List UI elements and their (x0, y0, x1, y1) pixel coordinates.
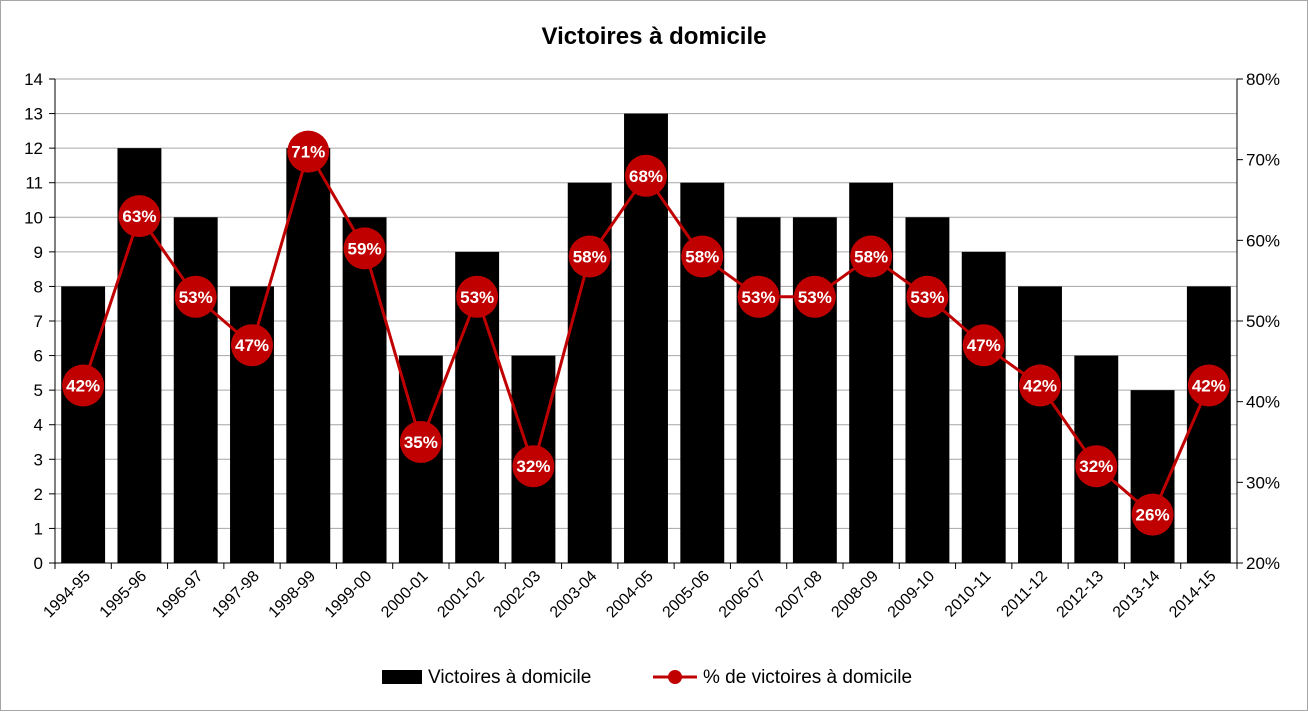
percent-data-label: 42% (66, 377, 100, 396)
y-left-tick-label: 7 (34, 312, 43, 331)
percent-data-label: 42% (1192, 377, 1226, 396)
y-left-tick-label: 5 (34, 381, 43, 400)
legend: Victoires à domicile % de victoires à do… (382, 667, 912, 688)
percent-marker (681, 235, 724, 278)
y-left-tick-label: 9 (34, 243, 43, 262)
percent-marker (174, 275, 217, 318)
percent-data-label: 63% (122, 207, 156, 226)
percent-data-label: 53% (179, 288, 213, 307)
legend-label-line: % de victoires à domicile (703, 667, 912, 688)
percent-marker (850, 235, 893, 278)
bar (1186, 286, 1231, 563)
y-left-tick-label: 14 (24, 70, 43, 89)
percent-data-label: 47% (235, 336, 269, 355)
chart-title: Victoires à domicile (542, 23, 767, 50)
y-left-tick-label: 4 (34, 416, 43, 435)
percent-marker (1019, 364, 1061, 407)
percent-marker (906, 275, 949, 318)
percent-data-label: 58% (854, 247, 888, 266)
bar (173, 217, 218, 564)
percent-data-label: 35% (404, 433, 438, 452)
legend-swatch-marker (668, 670, 682, 684)
bar (61, 286, 106, 563)
percent-data-label: 59% (348, 239, 382, 258)
percent-data-label: 26% (1136, 506, 1170, 525)
legend-swatch-bars (382, 670, 422, 684)
y-right-tick-label: 20% (1246, 554, 1280, 573)
bar (736, 217, 781, 564)
y-left-tick-label: 11 (25, 174, 43, 193)
percent-marker (737, 275, 780, 318)
percent-marker (399, 421, 442, 463)
percent-marker (118, 195, 161, 238)
y-left-tick-label: 10 (24, 208, 43, 227)
percent-marker (625, 154, 667, 197)
y-left-tick-label: 6 (34, 347, 43, 366)
percent-marker (62, 364, 105, 407)
y-right-tick-label: 40% (1246, 393, 1280, 412)
percent-data-label: 53% (742, 288, 776, 307)
percent-marker (512, 445, 555, 488)
legend-label-bars: Victoires à domicile (428, 667, 591, 688)
y-right-tick-label: 50% (1246, 312, 1280, 331)
percent-data-label: 58% (573, 247, 607, 266)
bar (1018, 286, 1062, 563)
percent-marker (1131, 493, 1174, 536)
bar (961, 251, 1006, 563)
percent-data-label: 58% (685, 247, 719, 266)
percent-marker (231, 324, 273, 367)
percent-marker (1187, 364, 1230, 407)
percent-data-label: 42% (1023, 377, 1057, 396)
percent-marker (568, 235, 611, 278)
y-left-tick-label: 13 (24, 105, 43, 124)
bar (286, 148, 331, 563)
percent-data-label: 32% (516, 457, 550, 476)
percent-line: 42% 63% 53% 47% 71% 59% 35% 53% 32% 58% 68% 58% 53% 5… (62, 130, 1230, 536)
y-right-tick-label: 70% (1246, 151, 1280, 170)
y-left-tick-label: 8 (34, 277, 43, 296)
y-left-tick-label: 1 (34, 519, 43, 538)
y-left-tick-label: 0 (34, 554, 43, 573)
y-left-tick-label: 2 (34, 485, 43, 504)
percent-marker (793, 275, 836, 318)
percent-marker (287, 130, 330, 173)
y-left-tick-label: 3 (34, 450, 43, 469)
percent-data-label: 47% (967, 336, 1001, 355)
bar (792, 217, 837, 564)
percent-marker (343, 227, 386, 270)
percent-marker (456, 275, 499, 318)
bar (905, 217, 950, 564)
bar (342, 217, 387, 564)
percent-marker (1075, 445, 1118, 488)
percent-marker (962, 324, 1005, 367)
percent-data-label: 53% (460, 288, 494, 307)
percent-data-label: 53% (910, 288, 944, 307)
percent-data-label: 71% (291, 143, 325, 162)
percent-data-label: 68% (629, 167, 663, 186)
y-right-tick-label: 30% (1246, 473, 1280, 492)
y-right-tick-label: 60% (1246, 231, 1280, 250)
percent-data-label: 32% (1079, 457, 1113, 476)
percent-data-label: 53% (798, 288, 832, 307)
y-left-tick-label: 12 (24, 139, 43, 158)
y-right-tick-label: 80% (1246, 70, 1280, 89)
